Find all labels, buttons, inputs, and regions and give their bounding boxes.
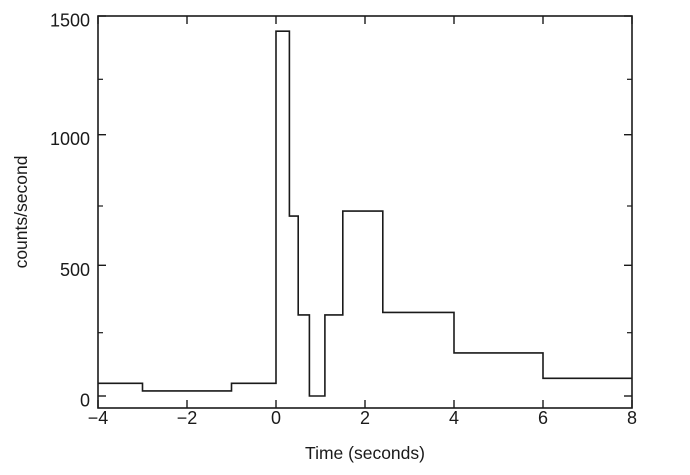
svg-text:2: 2 xyxy=(360,408,370,428)
svg-text:6: 6 xyxy=(538,408,548,428)
svg-text:1000: 1000 xyxy=(50,129,90,149)
svg-text:1500: 1500 xyxy=(50,11,90,31)
svg-text:−2: −2 xyxy=(177,408,198,428)
svg-text:4: 4 xyxy=(449,408,459,428)
svg-text:0: 0 xyxy=(271,408,281,428)
svg-text:−4: −4 xyxy=(88,408,109,428)
svg-text:8: 8 xyxy=(627,408,637,428)
svg-text:Time (seconds): Time (seconds) xyxy=(305,443,425,463)
svg-text:0: 0 xyxy=(80,391,90,411)
svg-text:500: 500 xyxy=(60,260,90,280)
svg-text:counts/second: counts/second xyxy=(11,156,31,269)
